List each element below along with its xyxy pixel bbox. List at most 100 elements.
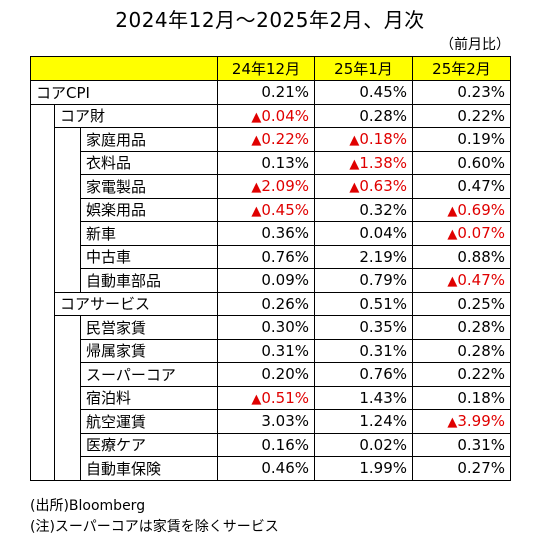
unit-label: （前月比）: [440, 37, 510, 53]
cpi-table: 24年12月 25年1月 25年2月 コアCPI 0.21% 0.45% 0.23% コ…: [30, 56, 511, 481]
value-text: 0.07%: [457, 224, 505, 243]
value-text: 0.45%: [261, 200, 309, 219]
value-cell: 0.26%: [217, 291, 315, 316]
table-row: 中古車 0.76% 2.19% 0.88%: [30, 244, 511, 269]
value-cell: 0.18%: [412, 385, 511, 410]
value-text: 0.31%: [359, 341, 407, 360]
table-row: 衣料品 0.13% ▲1.38% 0.60%: [30, 150, 511, 175]
value-cell: ▲0.69%: [412, 197, 511, 222]
value-text: 0.21%: [261, 83, 309, 102]
value-text: 0.47%: [457, 271, 505, 290]
value-text: 0.47%: [457, 177, 505, 196]
negative-triangle-icon: ▲: [447, 274, 458, 290]
value-cell: ▲0.22%: [217, 127, 315, 152]
table-header-row: 24年12月 25年1月 25年2月: [30, 56, 511, 81]
indent-cell: [54, 339, 81, 363]
value-text: 0.36%: [261, 224, 309, 243]
value-cell: 0.20%: [217, 362, 315, 387]
table-row: 宿泊料 ▲0.51% 1.43% 0.18%: [30, 385, 511, 410]
negative-triangle-icon: ▲: [447, 203, 458, 219]
value-text: 0.26%: [261, 294, 309, 313]
value-cell: 0.13%: [217, 150, 315, 175]
value-text: 2.19%: [359, 247, 407, 266]
value-cell: 0.28%: [412, 338, 511, 363]
value-cell: ▲0.07%: [412, 221, 511, 246]
remark-note: (注)スーパーコアは家賃を除くサービス: [30, 519, 279, 535]
row-label: 家電製品: [80, 174, 218, 199]
negative-triangle-icon: ▲: [251, 180, 262, 196]
indent-cell: [54, 221, 81, 245]
value-text: 0.35%: [359, 318, 407, 337]
value-cell: 0.28%: [412, 315, 511, 340]
value-cell: 0.45%: [314, 80, 413, 105]
value-text: 0.22%: [457, 365, 505, 384]
value-text: 0.18%: [457, 388, 505, 407]
value-cell: 0.79%: [314, 268, 413, 293]
row-label: 中古車: [80, 244, 218, 269]
value-cell: ▲0.45%: [217, 197, 315, 222]
value-text: 0.88%: [457, 247, 505, 266]
indent-cell: [30, 174, 55, 198]
indent-cell: [30, 386, 55, 410]
value-text: 0.32%: [359, 200, 407, 219]
value-text: 0.16%: [261, 435, 309, 454]
indent-cell: [54, 409, 81, 433]
value-cell: ▲0.04%: [217, 103, 315, 128]
value-text: 0.76%: [359, 365, 407, 384]
indent-cell: [54, 315, 81, 339]
footnotes: (出所)Bloomberg (注)スーパーコアは家賃を除くサービス: [30, 496, 279, 538]
value-cell: 0.28%: [314, 103, 413, 128]
row-label: 衣料品: [80, 150, 218, 175]
indent-cell: [30, 268, 55, 292]
value-cell: ▲3.99%: [412, 409, 511, 434]
row-label: スーパーコア: [80, 362, 218, 387]
value-text: 0.25%: [457, 294, 505, 313]
value-cell: 0.76%: [314, 362, 413, 387]
value-cell: ▲1.38%: [314, 150, 413, 175]
row-label: コア財: [54, 103, 218, 128]
indent-cell: [30, 104, 55, 128]
value-text: 0.51%: [359, 294, 407, 313]
value-cell: 0.35%: [314, 315, 413, 340]
value-cell: 0.47%: [412, 174, 511, 199]
value-cell: 0.02%: [314, 432, 413, 457]
table-row: 家庭用品 ▲0.22% ▲0.18% 0.19%: [30, 127, 511, 152]
value-cell: 0.25%: [412, 291, 511, 316]
table-row: 自動車部品 0.09% 0.79% ▲0.47%: [30, 268, 511, 293]
column-header: 25年1月: [314, 56, 413, 81]
negative-triangle-icon: ▲: [349, 156, 360, 172]
negative-triangle-icon: ▲: [447, 227, 458, 243]
value-text: 2.09%: [261, 177, 309, 196]
value-text: 3.03%: [261, 412, 309, 431]
value-cell: 1.43%: [314, 385, 413, 410]
page-title: 2024年12月～2025年2月、月次: [115, 8, 425, 32]
value-cell: 0.04%: [314, 221, 413, 246]
value-text: 0.23%: [457, 83, 505, 102]
value-cell: 1.99%: [314, 456, 413, 481]
value-text: 1.24%: [359, 412, 407, 431]
value-cell: 0.16%: [217, 432, 315, 457]
value-text: 0.27%: [457, 459, 505, 478]
table-row: 帰属家賃 0.31% 0.31% 0.28%: [30, 338, 511, 363]
value-text: 0.28%: [359, 106, 407, 125]
value-cell: 0.30%: [217, 315, 315, 340]
row-label: 医療ケア: [80, 432, 218, 457]
table-row: コアサービス 0.26% 0.51% 0.25%: [30, 291, 511, 316]
indent-cell: [30, 433, 55, 457]
value-text: 0.28%: [457, 318, 505, 337]
table-row: 娯楽用品 ▲0.45% 0.32% ▲0.69%: [30, 197, 511, 222]
row-label: 自動車部品: [80, 268, 218, 293]
column-header: 25年2月: [412, 56, 511, 81]
row-label: 自動車保険: [80, 456, 218, 481]
value-text: 0.79%: [359, 271, 407, 290]
value-cell: 0.31%: [412, 432, 511, 457]
value-cell: 0.51%: [314, 291, 413, 316]
value-cell: ▲2.09%: [217, 174, 315, 199]
value-cell: 1.24%: [314, 409, 413, 434]
row-label: 民営家賃: [80, 315, 218, 340]
indent-cell: [54, 386, 81, 410]
indent-cell: [54, 268, 81, 292]
indent-cell: [54, 174, 81, 198]
value-cell: 3.03%: [217, 409, 315, 434]
value-cell: 0.88%: [412, 244, 511, 269]
